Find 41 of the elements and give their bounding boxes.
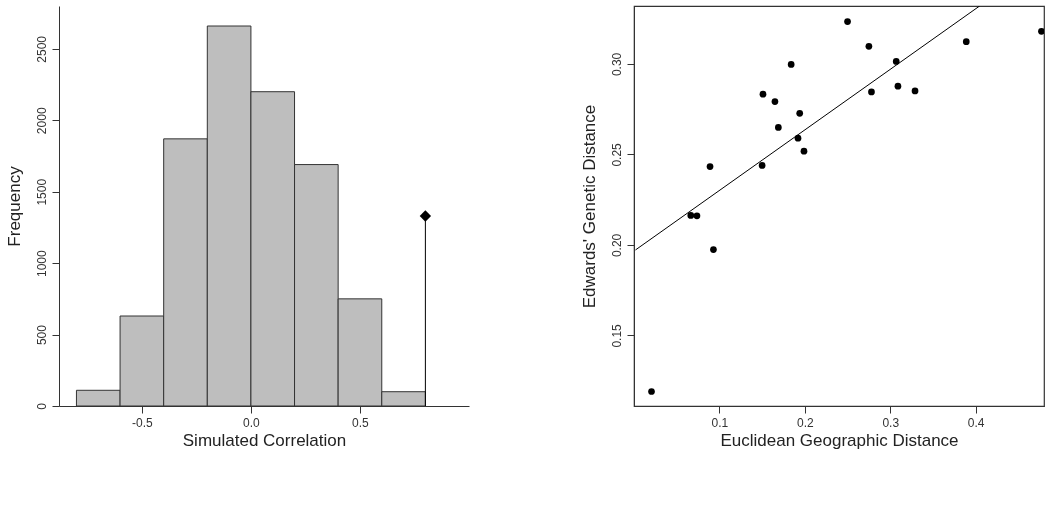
point [787,61,795,68]
y-tick-label: 0.15 [609,323,624,348]
y-tick-label: 2500 [34,35,49,63]
y-axis-title: Edwards' Genetic Distance [579,104,599,309]
x-axis-title: Euclidean Geographic Distance [720,430,959,450]
point [775,124,782,131]
point [865,43,873,50]
point [648,388,655,395]
x-tick-label: 0.5 [352,415,370,430]
y-tick-label: 0.30 [609,52,624,77]
y-tick-label: 500 [34,324,49,346]
point [706,163,714,170]
point [693,212,701,220]
x-tick-label: 0.0 [243,415,261,430]
point [868,88,875,96]
y-tick-label: 0.20 [609,233,624,258]
point [800,147,808,155]
point [796,109,804,117]
y-axis-title: Frequency [4,165,24,247]
y-tick-label: 0 [34,402,49,410]
point [758,162,766,169]
x-tick-label: 0.4 [967,415,985,430]
point [894,82,902,90]
point [911,87,919,95]
y-tick-label: 2000 [34,107,49,135]
x-tick-label: 0.2 [796,415,814,430]
point [687,212,695,219]
point [771,98,779,105]
point [1038,27,1044,35]
point [710,246,717,253]
y-tick-label: 1000 [34,249,49,277]
x-tick-label: 0.1 [711,415,729,430]
point [844,18,851,25]
y-tick-label: 0.25 [609,142,624,167]
x-axis-title: Simulated Correlation [182,430,347,450]
y-tick-label: 1500 [34,178,49,206]
x-tick-label: -0.5 [132,415,154,430]
x-tick-label: 0.3 [882,415,900,430]
point [962,38,970,45]
point [759,90,767,98]
point [892,58,900,65]
